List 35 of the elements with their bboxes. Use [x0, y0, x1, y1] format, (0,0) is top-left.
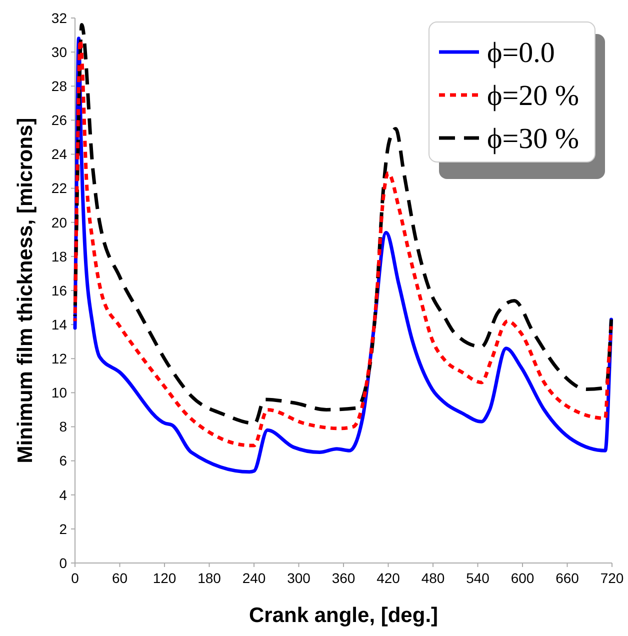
x-tick-label: 360	[332, 570, 356, 586]
x-tick-label: 600	[510, 570, 534, 586]
y-tick-label: 28	[51, 78, 68, 94]
x-tick-label: 240	[242, 570, 266, 586]
y-tick-label: 20	[51, 214, 68, 230]
y-tick-label: 14	[51, 316, 68, 332]
y-tick-label: 30	[51, 44, 68, 60]
x-axis-title: Crank angle, [deg.]	[248, 604, 438, 627]
x-tick-label: 120	[152, 570, 176, 586]
y-tick-label: 22	[51, 180, 68, 196]
y-tick-label: 18	[51, 248, 68, 264]
y-tick-label: 32	[51, 10, 68, 26]
y-tick-label: 0	[59, 554, 68, 571]
x-tick-label: 300	[287, 570, 311, 586]
x-tick-label: 420	[376, 570, 400, 586]
legend-label: ϕ=0.0	[487, 37, 555, 70]
x-tick-label: 480	[421, 570, 445, 586]
y-tick-label: 6	[59, 452, 68, 469]
x-tick-label: 180	[198, 570, 222, 586]
x-tick-label: 0	[71, 570, 80, 586]
y-tick-label: 10	[51, 384, 68, 401]
y-tick-label: 16	[51, 282, 68, 298]
x-tick-label: 720	[600, 570, 624, 586]
x-tick-label: 540	[466, 570, 490, 586]
y-axis-title: Minimum film thickness, [microns]	[14, 118, 37, 464]
y-tick-label: 4	[59, 486, 68, 503]
y-tick-label: 2	[59, 520, 68, 537]
x-tick-label: 60	[112, 570, 128, 586]
x-tick-label: 660	[556, 570, 580, 586]
legend-label: ϕ=20 %	[487, 80, 580, 112]
y-tick-label: 24	[51, 146, 68, 162]
y-tick-label: 12	[51, 350, 68, 367]
y-tick-label: 26	[51, 112, 68, 128]
legend-label: ϕ=30 %	[487, 123, 580, 156]
y-tick-label: 8	[59, 418, 68, 435]
